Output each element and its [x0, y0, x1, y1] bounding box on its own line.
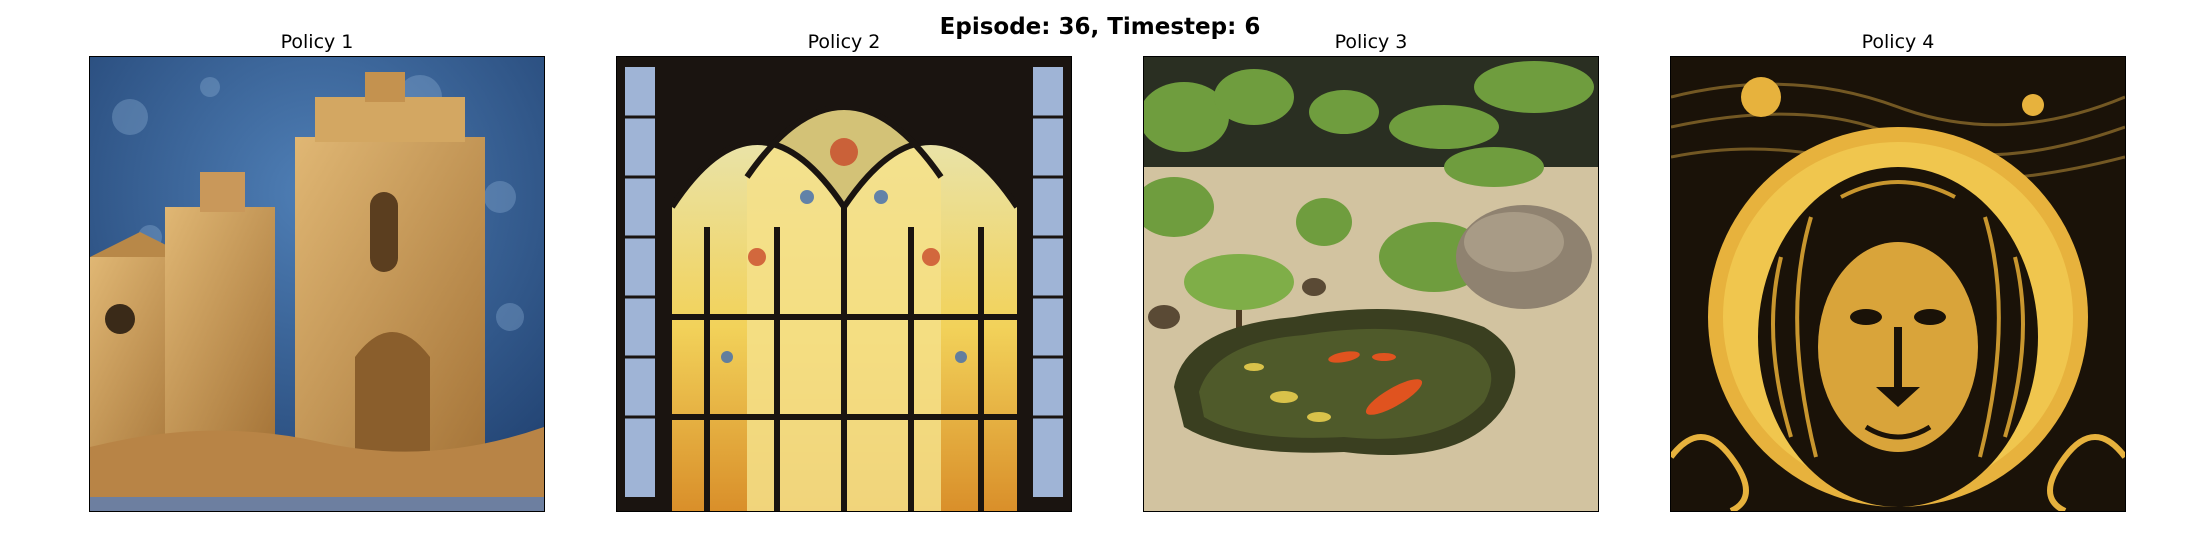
figure-suptitle: Episode: 36, Timestep: 6	[939, 14, 1261, 40]
panel-policy-2: Policy 2	[616, 28, 1072, 512]
image-zen-garden	[1143, 56, 1599, 512]
panel-title-policy-1: Policy 1	[280, 31, 354, 53]
panel-policy-3: Policy 3	[1143, 28, 1599, 512]
panel-policy-1: Policy 1	[89, 28, 545, 512]
panel-title-policy-2: Policy 2	[807, 31, 881, 53]
image-sand-castle	[89, 56, 545, 512]
panel-title-policy-4: Policy 4	[1861, 31, 1935, 53]
image-lion-woodcut	[1670, 56, 2126, 512]
panel-policy-4: Policy 4	[1670, 28, 2126, 512]
image-stained-glass	[616, 56, 1072, 512]
panel-title-policy-3: Policy 3	[1334, 31, 1408, 53]
